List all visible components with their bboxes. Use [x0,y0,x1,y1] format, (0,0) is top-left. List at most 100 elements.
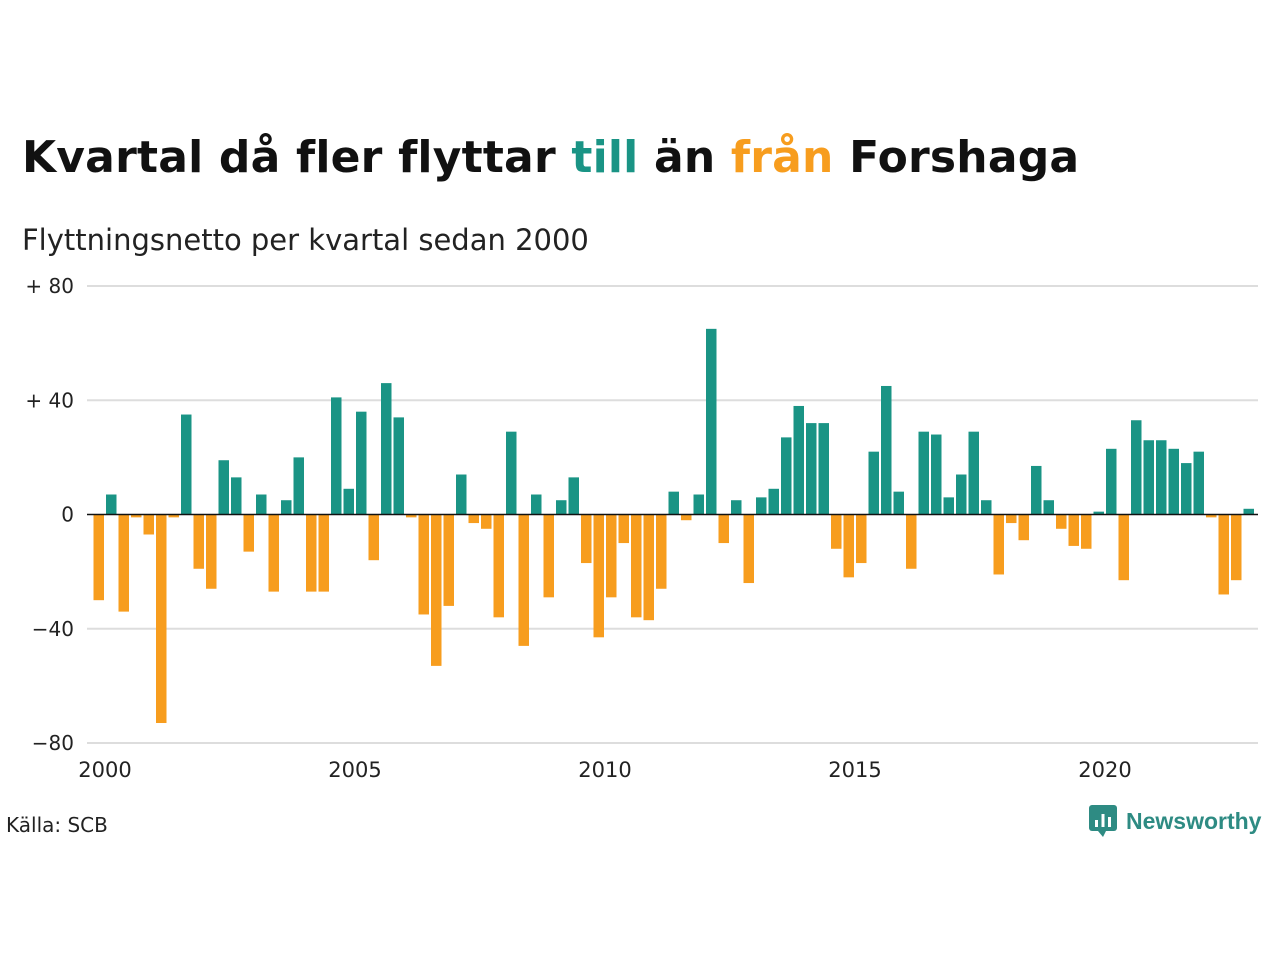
bar [181,414,192,515]
bar [1018,514,1029,541]
bar [1031,465,1042,515]
bar [443,514,454,606]
title-part-3: Forshaga [833,132,1080,183]
newsworthy-logo[interactable]: Newsworthy [1088,804,1261,838]
y-tick-label: + 40 [25,388,74,412]
title-part-2: än [638,132,731,183]
bar [268,514,279,592]
bar [1218,514,1229,595]
bar [481,514,492,529]
chart-subtitle: Flyttningsnetto per kvartal sedan 2000 [22,223,589,257]
bar [156,514,167,724]
bar [643,514,654,621]
title-fran: från [730,132,834,183]
bar [1193,451,1204,515]
bar [956,474,967,515]
bar [506,431,517,515]
x-tick-label: 2020 [1078,758,1131,782]
bar [1231,514,1242,581]
y-tick-label: −40 [32,617,74,641]
y-tick-label: −80 [32,731,74,755]
bar [1243,508,1254,515]
bar [231,477,242,515]
y-tick-label: + 80 [25,274,74,298]
bar [368,514,379,561]
bar [1056,514,1067,529]
bar [256,494,267,515]
bar [1168,448,1179,515]
bar [318,514,329,592]
bar [531,494,542,515]
bar [893,491,904,515]
bar [1131,420,1142,515]
bar [1081,514,1092,549]
bar [731,500,742,515]
bar [518,514,529,646]
bar [431,514,442,666]
bar [668,491,679,515]
bar [1106,448,1117,515]
bar [243,514,254,552]
x-tick-label: 2000 [78,758,131,782]
bar [143,514,154,535]
x-tick-label: 2010 [578,758,631,782]
bar [1181,463,1192,515]
bar [1093,511,1104,515]
bar [981,500,992,515]
bar [943,497,954,515]
bar [218,460,229,515]
bar [1156,440,1167,515]
chart-title: Kvartal då fler flyttar till än från For… [22,132,1079,183]
y-tick-label: 0 [61,503,74,527]
x-tick-label: 2015 [828,758,881,782]
bar [768,488,779,515]
bar [1206,514,1217,518]
bar [743,514,754,584]
bar [118,514,129,612]
bar [831,514,842,549]
bar [1118,514,1129,581]
bar [881,385,892,515]
bar [781,437,792,515]
bar [906,514,917,569]
bar [993,514,1004,575]
title-till: till [571,132,639,183]
bar [618,514,629,544]
bar [718,514,729,544]
bar [381,383,392,515]
bar [593,514,604,638]
bar [856,514,867,564]
bar [206,514,217,589]
bar [281,500,292,515]
bar [543,514,554,598]
bar [131,514,142,518]
bar [556,500,567,515]
bar [1043,500,1054,515]
bar [406,514,417,518]
bar [168,514,179,518]
bar [293,457,304,515]
bar [331,397,342,515]
bar [193,514,204,569]
bar [756,497,767,515]
title-part-1: Kvartal då fler flyttar [22,132,572,183]
bar [918,431,929,515]
bar [356,411,367,515]
bar [793,405,804,515]
bar [1068,514,1079,546]
bar [606,514,617,598]
bar [93,514,104,601]
bar [1143,440,1154,515]
bar [393,417,404,515]
source-note: Källa: SCB [6,813,108,837]
bar [568,477,579,515]
bar [681,514,692,521]
bar [343,488,354,515]
bar [456,474,467,515]
bar [468,514,479,524]
bar [806,423,817,515]
bar [868,451,879,515]
bar [693,494,704,515]
bar [1006,514,1017,524]
bar [418,514,429,615]
